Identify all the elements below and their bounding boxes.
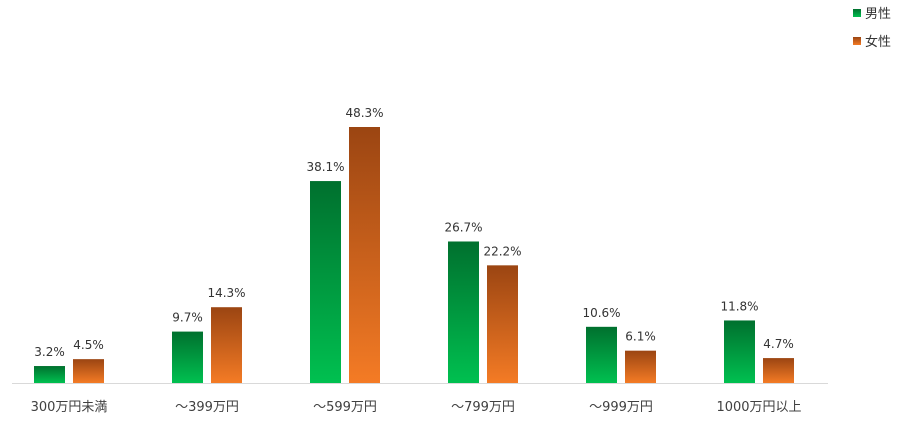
- legend-label-male: 男性: [865, 7, 892, 22]
- value-label-male-5: 11.8%: [720, 299, 758, 313]
- value-label-male-4: 10.6%: [582, 306, 620, 320]
- category-label-3: ～799万円: [451, 400, 515, 415]
- legend-item-male: 男性: [853, 4, 892, 22]
- value-label-male-3: 26.7%: [444, 220, 482, 234]
- bar-male-4: [586, 326, 617, 383]
- category-label-5: 1000万円以上: [716, 400, 801, 415]
- value-label-female-0: 4.5%: [73, 338, 104, 352]
- legend-label-female: 女性: [865, 35, 892, 50]
- category-label-4: ～999万円: [589, 400, 653, 415]
- value-label-male-1: 9.7%: [172, 311, 203, 325]
- value-label-female-5: 4.7%: [763, 337, 794, 351]
- bars-layer: [34, 127, 794, 383]
- bar-female-2: [349, 127, 380, 383]
- bar-female-0: [73, 359, 104, 383]
- value-labels-layer: 3.2% 4.5% 9.7% 14.3% 38.1% 48.3% 26.7%22.2% 10.…: [34, 106, 794, 359]
- legend-swatch-male: [853, 8, 861, 17]
- value-label-male-0: 3.2%: [34, 345, 65, 359]
- legend-swatch-female: [853, 36, 861, 45]
- bar-female-4: [625, 350, 656, 383]
- bar-male-3: [448, 241, 479, 383]
- bar-female-1: [211, 307, 242, 383]
- value-label-male-2: 38.1%: [306, 160, 344, 174]
- category-label-0: 300万円未満: [31, 400, 108, 415]
- bar-male-2: [310, 181, 341, 383]
- x-axis: 300万円未満 ～399万円 ～599万円 ～799万円 ～999万円 1000万円以上: [12, 383, 828, 415]
- bar-male-0: [34, 366, 65, 383]
- bar-male-1: [172, 331, 203, 383]
- bar-female-5: [763, 358, 794, 383]
- category-label-2: ～599万円: [313, 400, 377, 415]
- value-label-female-2: 48.3%: [345, 106, 383, 120]
- value-label-female-1: 14.3%: [207, 286, 245, 300]
- legend: 男性 女性: [853, 4, 891, 60]
- legend-item-female: 女性: [853, 32, 892, 50]
- bar-male-5: [724, 320, 755, 383]
- value-label-female-4: 6.1%: [625, 330, 656, 344]
- bar-female-3: [487, 265, 518, 383]
- category-label-1: ～399万円: [175, 400, 239, 415]
- value-label-female-3: 22.2%: [483, 244, 521, 258]
